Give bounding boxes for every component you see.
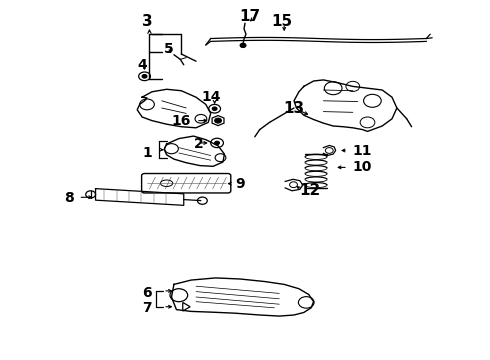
Text: 13: 13 [283, 100, 305, 116]
Text: 7: 7 [142, 301, 152, 315]
Text: 3: 3 [142, 14, 152, 29]
Circle shape [215, 118, 221, 123]
Text: 1: 1 [142, 146, 152, 160]
Text: 16: 16 [172, 114, 191, 127]
Text: 6: 6 [142, 287, 152, 300]
Text: 12: 12 [299, 183, 320, 198]
Text: 14: 14 [201, 90, 220, 104]
Text: 2: 2 [194, 137, 203, 151]
Circle shape [240, 43, 246, 48]
Text: 4: 4 [137, 58, 147, 72]
Text: 5: 5 [164, 42, 174, 55]
Text: 11: 11 [353, 144, 372, 158]
FancyBboxPatch shape [142, 174, 231, 193]
Text: 9: 9 [235, 177, 245, 190]
Text: 17: 17 [239, 9, 261, 24]
Text: 15: 15 [271, 14, 293, 29]
Circle shape [215, 141, 220, 145]
Circle shape [142, 75, 147, 78]
Text: 10: 10 [353, 161, 372, 174]
Circle shape [212, 107, 217, 111]
Text: 8: 8 [64, 191, 74, 205]
